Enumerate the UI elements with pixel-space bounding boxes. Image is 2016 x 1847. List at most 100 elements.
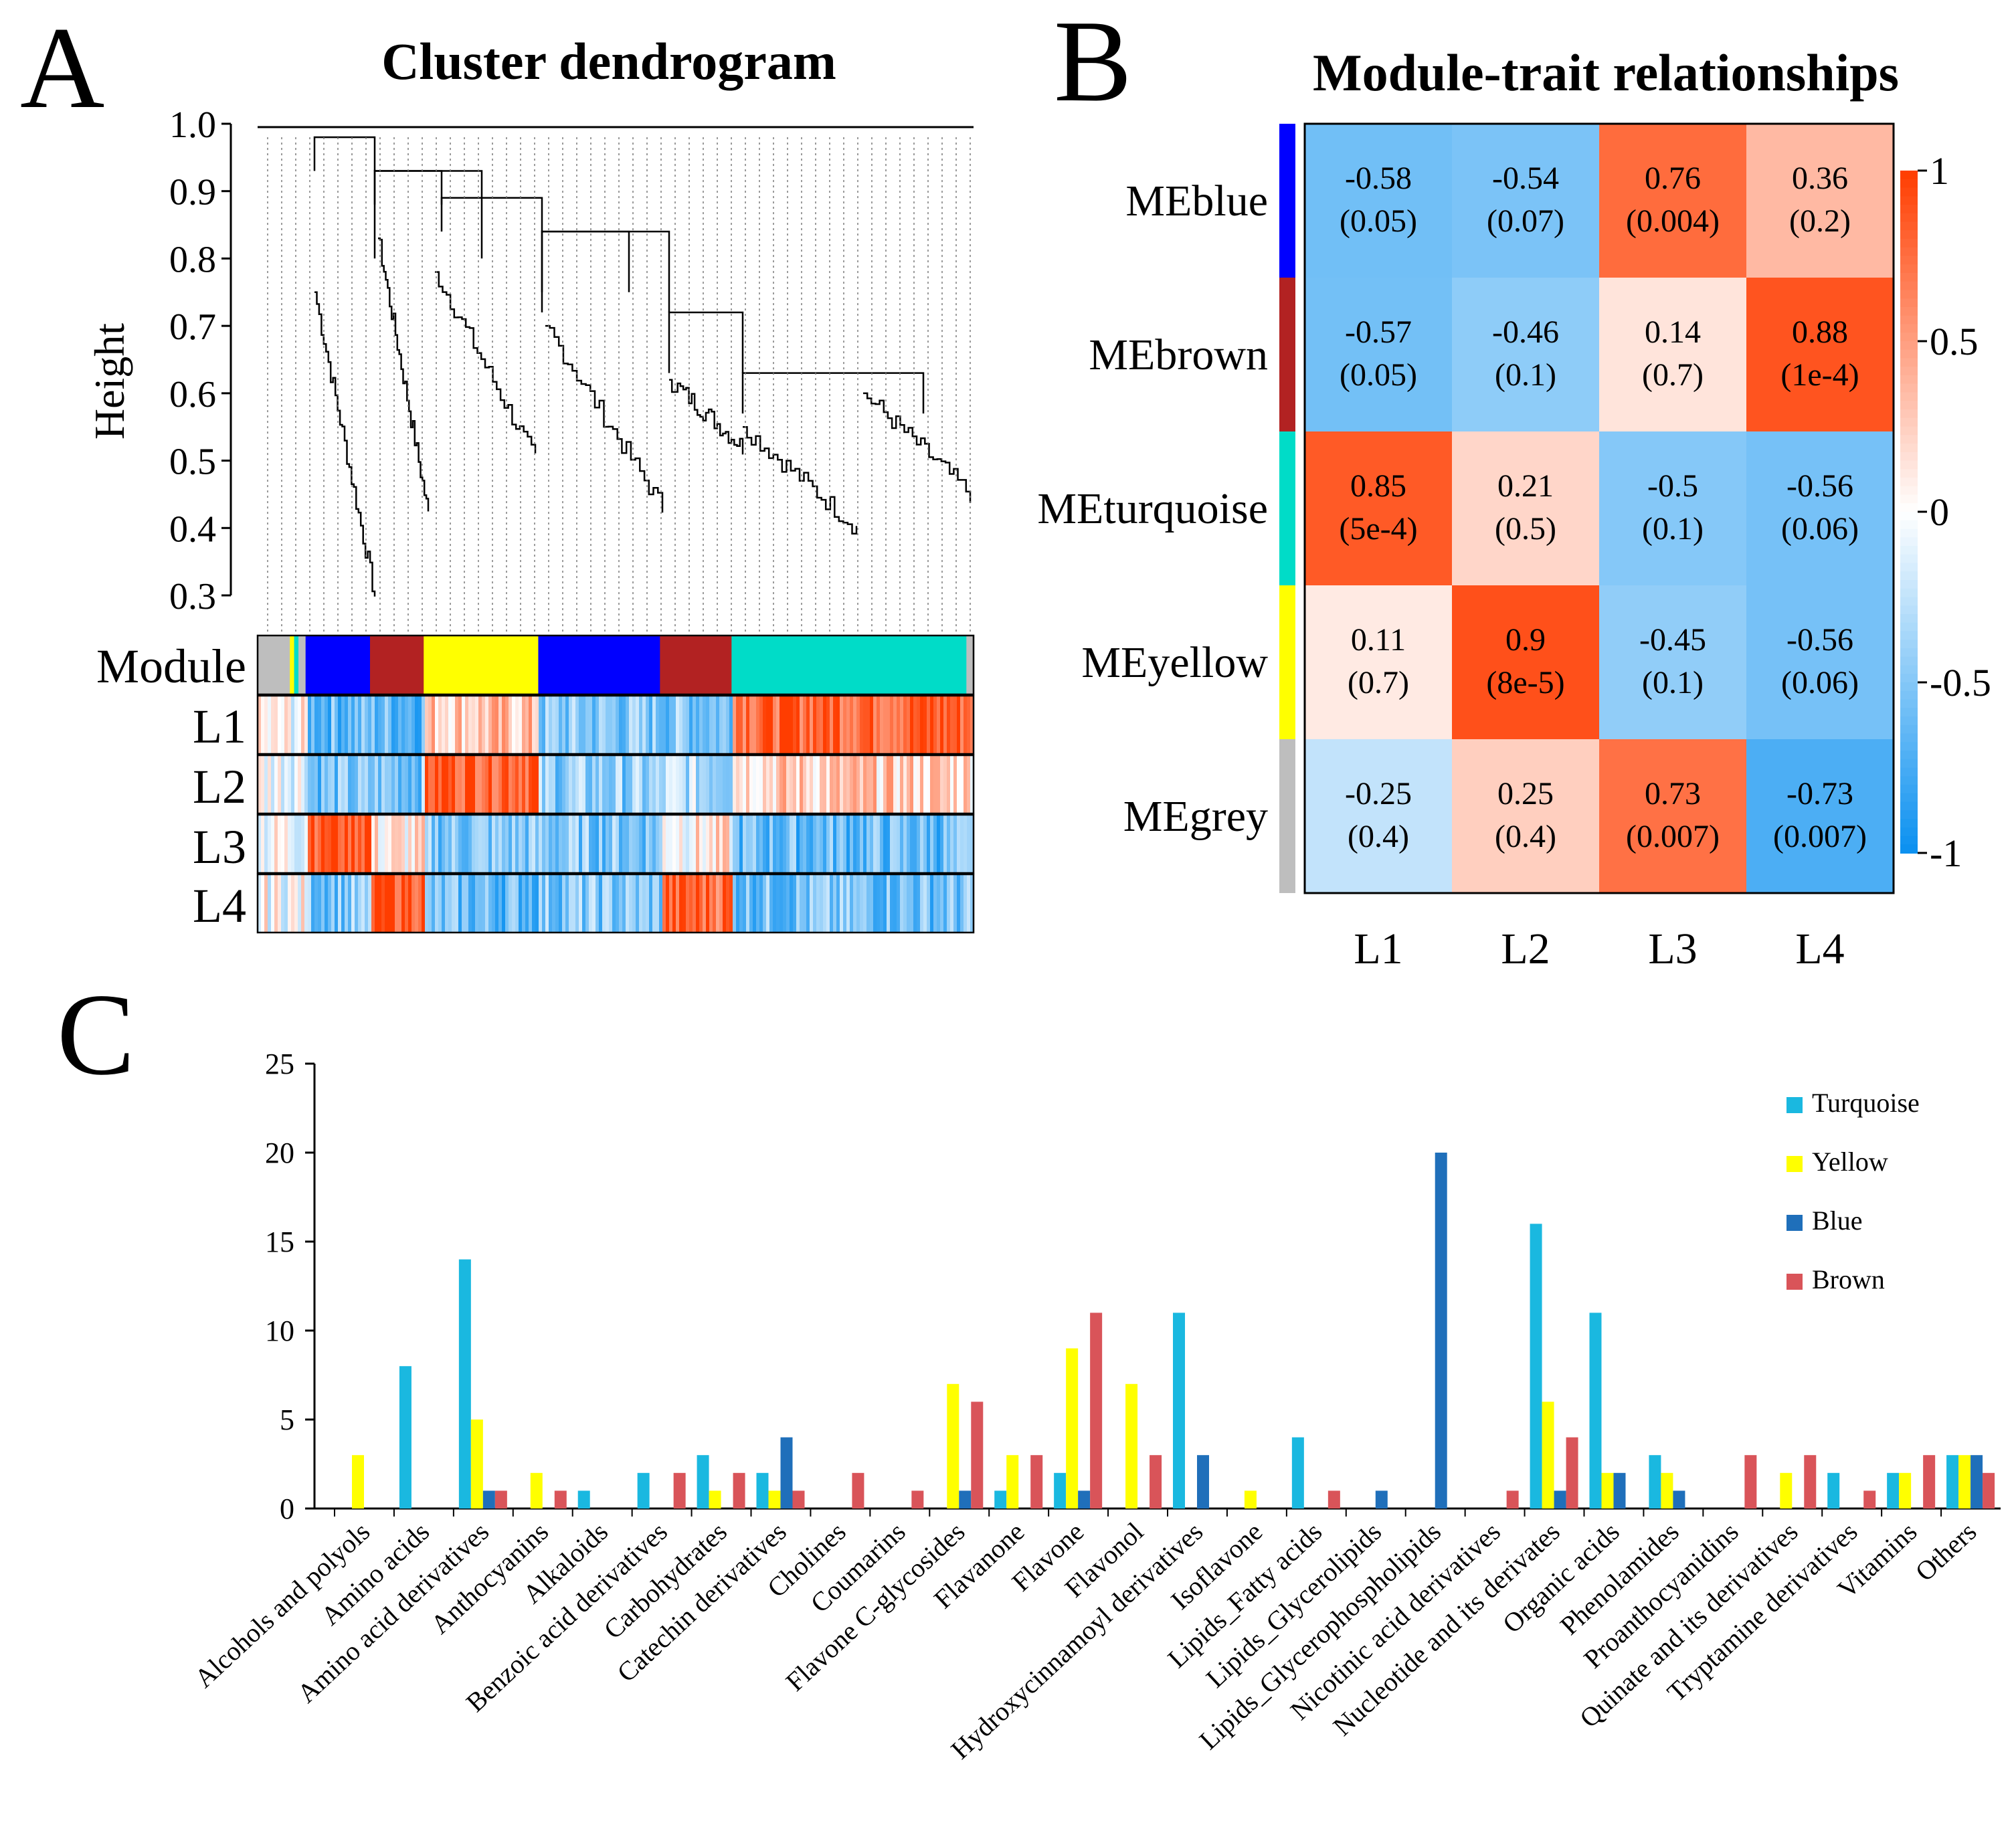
trait-bar-stripe [729,755,733,813]
trait-bar-stripe [465,874,469,933]
colorbar-segment [1900,315,1918,325]
bar-brown [852,1472,864,1509]
module-color-strip [1279,431,1295,585]
trait-bar-stripe [582,874,586,933]
trait-bar-stripe [328,815,332,873]
trait-bar-stripe [840,815,844,873]
trait-bar-stripe [602,696,606,754]
colorbar-segment [1900,187,1918,197]
trait-bar-stripe [549,755,553,813]
trait-bar-stripe [860,874,864,933]
trait-bar-stripe [890,755,894,813]
trait-bar-stripe [733,755,737,813]
bar-brown [1030,1455,1043,1509]
trait-bar-stripe [462,696,466,754]
trait-bar-stripe [555,815,559,873]
trait-bar-stripe [796,755,800,813]
trait-bar-stripe [408,815,412,873]
trait-bar-stripe [900,696,904,754]
trait-bar-stripe [766,755,770,813]
trait-bar-stripe [371,874,375,933]
heatmap-cell [1305,278,1452,431]
bar-brown [1150,1455,1162,1509]
trait-bar-stripe [726,755,730,813]
bar-turquoise [1530,1224,1542,1509]
trait-bar-stripe [535,815,539,873]
trait-bar-stripe [803,815,807,873]
trait-bar-stripe [880,815,884,873]
colorbar-segment [1900,546,1918,555]
heatmap-cell-pvalue: (8e-5) [1486,665,1564,700]
bar-brown [911,1490,924,1509]
trait-bar-stripe [763,755,767,813]
trait-bar-stripe [672,874,676,933]
trait-bar-stripe [492,815,496,873]
trait-bar-stripe [495,815,499,873]
trait-bar-stripe [395,755,399,813]
trait-bar-stripe [445,696,449,754]
trait-bar-stripe [398,696,402,754]
trait-bar-stripe [682,755,686,813]
trait-bar-stripe [699,874,703,933]
trait-bar-stripe [264,815,268,873]
trait-bar-stripe [716,755,720,813]
trait-bar-stripe [559,815,563,873]
trait-bar-stripe [746,755,750,813]
colorbar-segment [1900,179,1918,189]
trait-bar-stripe [662,874,666,933]
trait-bar-stripe [304,755,308,813]
colorbar-segment [1900,785,1918,794]
heatmap-cell-pvalue: (0.4) [1495,819,1556,854]
trait-bar-stripe [258,815,262,873]
trait-bar-stripe [425,696,429,754]
heatmap-cell-value: 0.11 [1351,622,1406,658]
trait-bar-stripe [696,696,700,754]
trait-bar-stripe [833,815,837,873]
trait-bar-stripe [780,815,784,873]
trait-bar-stripe [298,874,302,933]
trait-bar-stripe [629,874,633,933]
trait-bar-stripe [933,755,937,813]
trait-bar-stripe [512,696,516,754]
trait-bar-stripe [927,755,931,813]
trait-bar-stripe [314,874,318,933]
trait-bar-stripe [890,815,894,873]
trait-bar-stripe [368,874,372,933]
colorbar-segment [1900,367,1918,376]
trait-bar-stripe [428,815,432,873]
bar-brown [494,1490,507,1509]
module-bar-segment [731,636,967,694]
trait-bar-stripe [960,874,964,933]
trait-bar-stripe [863,755,867,813]
colorbar-segment [1900,656,1918,666]
trait-bar-stripe [579,874,583,933]
trait-bar-stripe [873,874,877,933]
trait-bar-stripe [636,874,640,933]
trait-bar-stripe [308,755,312,813]
trait-bar-stripe [840,874,844,933]
trait-bar-stripe [515,755,519,813]
trait-bar-stripe [522,696,526,754]
colorbar-segment [1900,742,1918,751]
trait-bar-stripe [823,874,827,933]
colorbar-segment [1900,290,1918,300]
heatmap-cell [1746,431,1894,585]
bar-turquoise [1291,1437,1304,1509]
trait-bar-stripe [780,874,784,933]
trait-bar-stripe [860,815,864,873]
trait-bar-stripe [816,755,820,813]
trait-bar-stripe [689,696,693,754]
trait-bar-stripe [448,815,452,873]
trait-bar-stripe [348,815,352,873]
trait-bar-stripe [271,874,275,933]
trait-bar-stripe [328,755,332,813]
trait-bar-stripe [378,755,382,813]
trait-bar-stripe [488,874,492,933]
trait-bar-stripe [873,696,877,754]
a-y-tick-label: 0.6 [169,374,216,415]
trait-bar-stripe [920,755,924,813]
trait-bar-stripe [846,696,850,754]
trait-bar-stripe [786,696,790,754]
trait-bar-stripe [970,755,974,813]
trait-bar-stripe [274,696,278,754]
